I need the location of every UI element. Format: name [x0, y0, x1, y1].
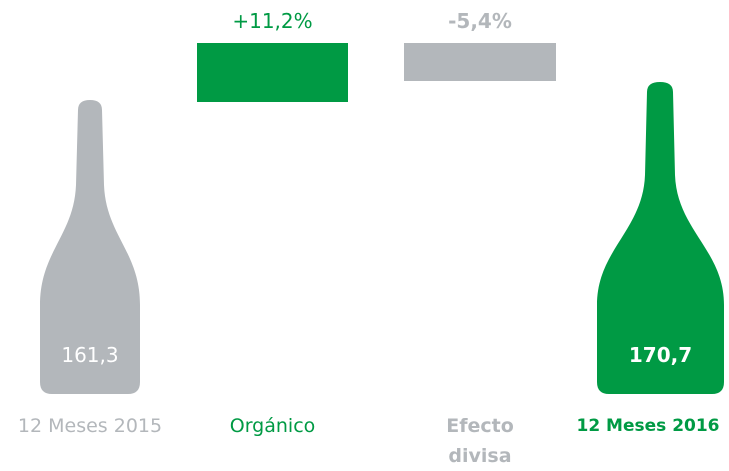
category-label: 12 Meses 2016 — [576, 416, 720, 436]
currency-bar — [404, 43, 556, 81]
value-label: -5,4% — [448, 9, 512, 33]
category-label: 12 Meses 2015 — [17, 415, 163, 437]
bottle-2016 — [597, 82, 724, 394]
value-label: 170,7 — [628, 343, 693, 367]
value-label: +11,2% — [232, 9, 313, 33]
category-label: Orgánico — [229, 415, 316, 437]
organic-bar — [197, 43, 348, 102]
value-label: 161,3 — [61, 343, 119, 367]
category-label: Efecto divisa — [446, 415, 514, 467]
bottle-2015 — [40, 100, 140, 394]
